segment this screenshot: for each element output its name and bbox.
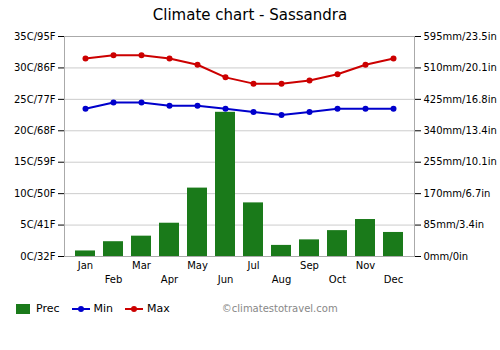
svg-text:30C/86F: 30C/86F: [14, 62, 56, 73]
svg-text:0mm/0in: 0mm/0in: [424, 251, 469, 262]
html-text:Prec: Prec: [36, 302, 60, 315]
svg-text:Feb: Feb: [105, 274, 123, 285]
svg-text:35C/95F: 35C/95F: [14, 31, 56, 42]
svg-text:595mm/23.5in: 595mm/23.5in: [424, 31, 497, 42]
svg-text:15C/59F: 15C/59F: [14, 156, 56, 167]
html-text:Climate chart - Sassandra: Climate chart - Sassandra: [152, 6, 348, 24]
svg-text:510mm/20.1in: 510mm/20.1in: [424, 62, 497, 73]
svg-text:Jul: Jul: [246, 260, 259, 271]
svg-text:425mm/16.8in: 425mm/16.8in: [424, 94, 497, 105]
svg-text:5C/41F: 5C/41F: [20, 219, 55, 230]
svg-text:255mm/10.1in: 255mm/10.1in: [424, 156, 497, 167]
svg-text:May: May: [187, 260, 208, 271]
svg-text:20C/68F: 20C/68F: [14, 125, 56, 136]
html-text:Max: Max: [147, 302, 170, 315]
svg-text:Jan: Jan: [77, 260, 93, 271]
svg-text:340mm/13.4in: 340mm/13.4in: [424, 125, 497, 136]
svg-text:Oct: Oct: [329, 274, 346, 285]
svg-text:85mm/3.4in: 85mm/3.4in: [424, 219, 485, 230]
svg-text:Nov: Nov: [356, 260, 376, 271]
svg-text:Sep: Sep: [300, 260, 319, 271]
svg-text:Jun: Jun: [217, 274, 234, 285]
svg-text:Aug: Aug: [272, 274, 292, 285]
svg-text:Apr: Apr: [161, 274, 179, 285]
svg-text:170mm/6.7in: 170mm/6.7in: [424, 188, 491, 199]
html-text:Min: Min: [93, 302, 114, 315]
svg-text:10C/50F: 10C/50F: [14, 188, 56, 199]
svg-text:25C/77F: 25C/77F: [14, 94, 56, 105]
svg-text:0C/32F: 0C/32F: [20, 251, 55, 262]
svg-text:Mar: Mar: [132, 260, 152, 271]
svg-text:Dec: Dec: [384, 274, 403, 285]
html-text:©climatestotravel.com: ©climatestotravel.com: [221, 303, 338, 314]
